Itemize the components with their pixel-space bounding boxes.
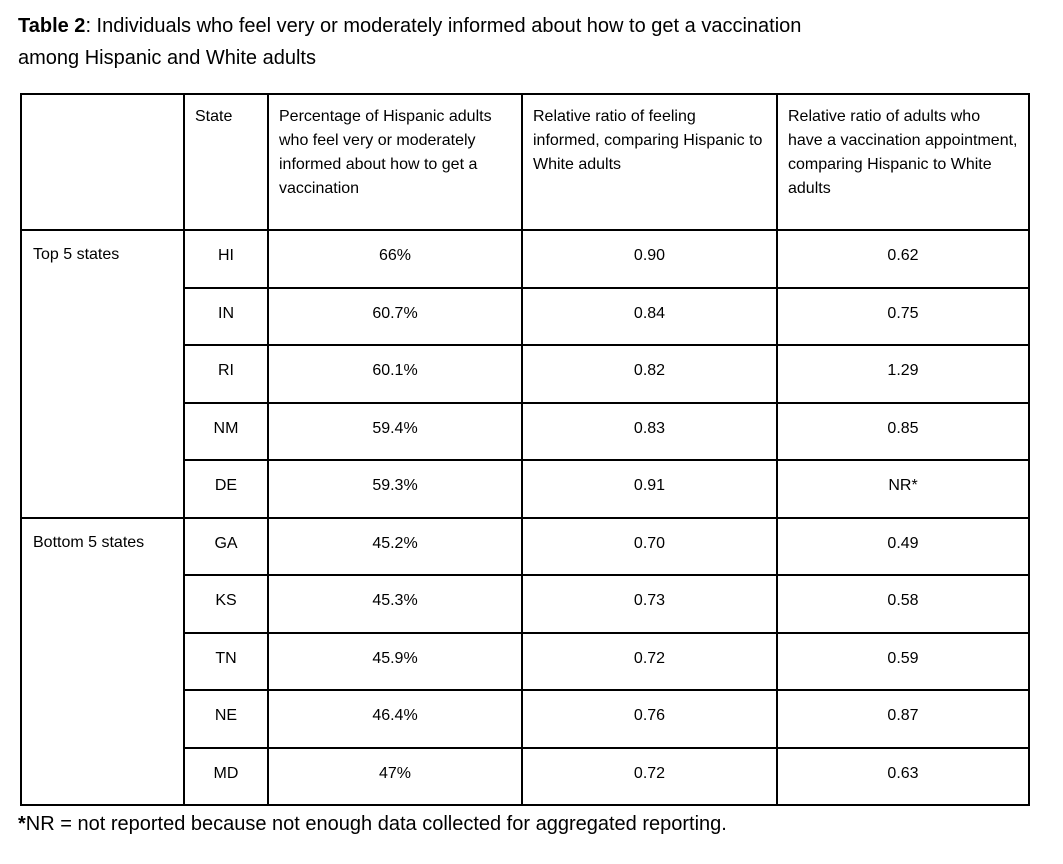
cell-ratio-informed: 0.90 — [521, 229, 778, 289]
cell-ratio-informed: 0.83 — [521, 401, 778, 461]
header-row: State Percentage of Hispanic adults who … — [20, 93, 1030, 231]
cell-ratio-appointment: 1.29 — [776, 344, 1030, 404]
cell-state: RI — [183, 344, 269, 404]
table-row: RI 60.1% 0.82 1.29 — [21, 344, 1030, 404]
cell-ratio-informed: 0.73 — [521, 574, 778, 634]
column-header-ratio-appointment: Relative ratio of adults who have a vacc… — [776, 93, 1030, 231]
cell-ratio-appointment: NR* — [776, 459, 1030, 519]
column-header-ratio-informed: Relative ratio of feeling informed, comp… — [521, 93, 778, 231]
cell-percentage: 45.2% — [267, 516, 523, 576]
cell-percentage: 47% — [267, 746, 523, 806]
row-group-label-bottom5: Bottom 5 states — [20, 516, 185, 806]
cell-ratio-appointment: 0.49 — [776, 516, 1030, 576]
cell-ratio-informed: 0.72 — [521, 631, 778, 691]
cell-ratio-informed: 0.84 — [521, 286, 778, 346]
table-title-label: Table 2 — [18, 15, 86, 37]
table-row: TN 45.9% 0.72 0.59 — [21, 631, 1030, 691]
cell-state: NM — [183, 401, 269, 461]
table-row: NM 59.4% 0.83 0.85 — [21, 401, 1030, 461]
cell-ratio-informed: 0.70 — [521, 516, 778, 576]
cell-ratio-informed: 0.91 — [521, 459, 778, 519]
cell-ratio-appointment: 0.87 — [776, 689, 1030, 749]
table-title-text: : Individuals who feel very or moderatel… — [85, 15, 802, 37]
cell-ratio-appointment: 0.85 — [776, 401, 1030, 461]
cell-percentage: 46.4% — [267, 689, 523, 749]
row-group-label-top5: Top 5 states — [20, 229, 185, 519]
table-row: Bottom 5 states GA 45.2% 0.70 0.49 — [20, 516, 1030, 806]
cell-percentage: 60.7% — [267, 286, 523, 346]
cell-ratio-appointment: 0.63 — [776, 746, 1030, 806]
table-title-line1: Table 2: Individuals who feel very or mo… — [18, 10, 1038, 42]
table-row: MD 47% 0.72 0.63 — [21, 746, 1030, 806]
footnote-text: NR = not reported because not enough dat… — [25, 813, 727, 835]
cell-percentage: 60.1% — [267, 344, 523, 404]
cell-state: MD — [183, 746, 269, 806]
table-title-line2: among Hispanic and White adults — [18, 47, 316, 69]
cell-percentage: 59.3% — [267, 459, 523, 519]
table-row: Top 5 states HI 66% 0.90 0.62 — [20, 229, 1030, 519]
cell-state: IN — [183, 286, 269, 346]
cell-ratio-appointment: 0.59 — [776, 631, 1030, 691]
cell-state: NE — [183, 689, 269, 749]
cell-state: KS — [183, 574, 269, 634]
cell-percentage: 66% — [267, 229, 523, 289]
table-row: IN 60.7% 0.84 0.75 — [21, 286, 1030, 346]
column-header-percentage-informed: Percentage of Hispanic adults who feel v… — [267, 93, 523, 231]
cell-ratio-informed: 0.82 — [521, 344, 778, 404]
cell-state: DE — [183, 459, 269, 519]
cell-state: HI — [183, 229, 269, 289]
cell-percentage: 45.9% — [267, 631, 523, 691]
column-header-state: State — [183, 93, 269, 231]
footnote-marker: * — [18, 813, 26, 835]
data-table: State Percentage of Hispanic adults who … — [20, 93, 1030, 806]
footnote: *NR = not reported because not enough da… — [18, 811, 727, 837]
cell-ratio-informed: 0.76 — [521, 689, 778, 749]
table-row: KS 45.3% 0.73 0.58 — [21, 574, 1030, 634]
table-row: DE 59.3% 0.91 NR* — [21, 459, 1030, 519]
table-row: NE 46.4% 0.76 0.87 — [21, 689, 1030, 749]
cell-percentage: 59.4% — [267, 401, 523, 461]
cell-state: GA — [183, 516, 269, 576]
cell-ratio-informed: 0.72 — [521, 746, 778, 806]
cell-percentage: 45.3% — [267, 574, 523, 634]
cell-ratio-appointment: 0.75 — [776, 286, 1030, 346]
cell-ratio-appointment: 0.62 — [776, 229, 1030, 289]
table-title: Table 2: Individuals who feel very or mo… — [18, 10, 1038, 74]
column-header-group — [20, 93, 185, 231]
cell-state: TN — [183, 631, 269, 691]
cell-ratio-appointment: 0.58 — [776, 574, 1030, 634]
